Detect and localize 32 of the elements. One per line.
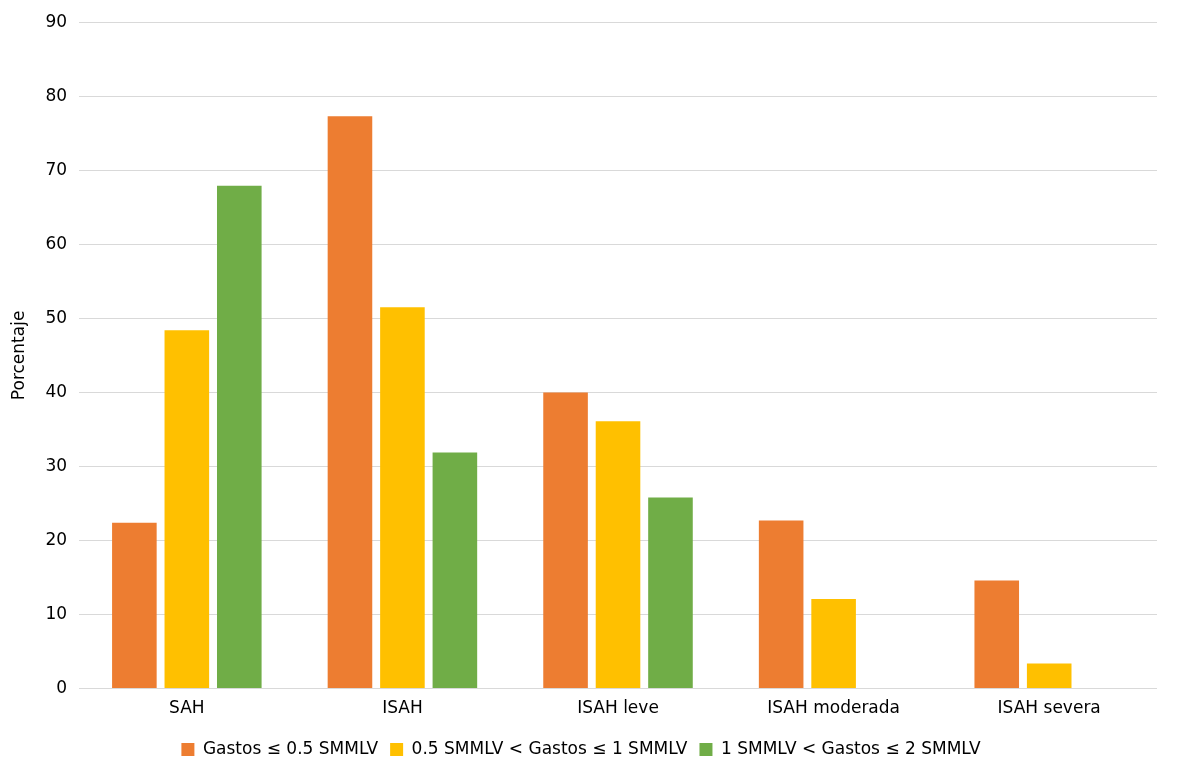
bar [758, 520, 804, 689]
y-tick-label: 90 [45, 10, 68, 31]
y-tick-label: 60 [45, 232, 68, 253]
y-tick-label: 70 [45, 158, 68, 179]
bar [432, 452, 478, 689]
bar [811, 599, 856, 689]
legend-label: 1 SMMLV < Gastos ≤ 2 SMMLV [720, 737, 981, 758]
x-tick-label: ISAH leve [577, 697, 659, 718]
y-tick-label: 0 [56, 677, 68, 698]
x-tick-label: ISAH moderada [767, 697, 900, 718]
bar [380, 307, 425, 689]
x-tick-label: ISAH severa [997, 697, 1101, 718]
bar [543, 392, 588, 689]
bar [112, 522, 157, 689]
bar [164, 330, 210, 689]
x-tick-label: SAH [169, 697, 205, 718]
y-tick-label: 20 [45, 528, 68, 549]
bar [327, 116, 373, 689]
bar [974, 580, 1020, 689]
y-tick-label: 10 [45, 602, 68, 623]
bar [216, 185, 262, 689]
legend-label: 0.5 SMMLV < Gastos ≤ 1 SMMLV [411, 737, 688, 758]
y-tick-label: 50 [45, 306, 68, 327]
y-tick-label: 40 [45, 380, 68, 401]
bar [595, 421, 641, 689]
y-tick-label: 80 [45, 84, 68, 105]
legend-label: Gastos ≤ 0.5 SMMLV [202, 737, 379, 758]
y-axis-title: Porcentaje [7, 310, 28, 401]
bar [1026, 663, 1072, 689]
y-tick-label: 30 [45, 454, 68, 475]
x-tick-label: ISAH [382, 697, 423, 718]
bar [648, 497, 693, 689]
